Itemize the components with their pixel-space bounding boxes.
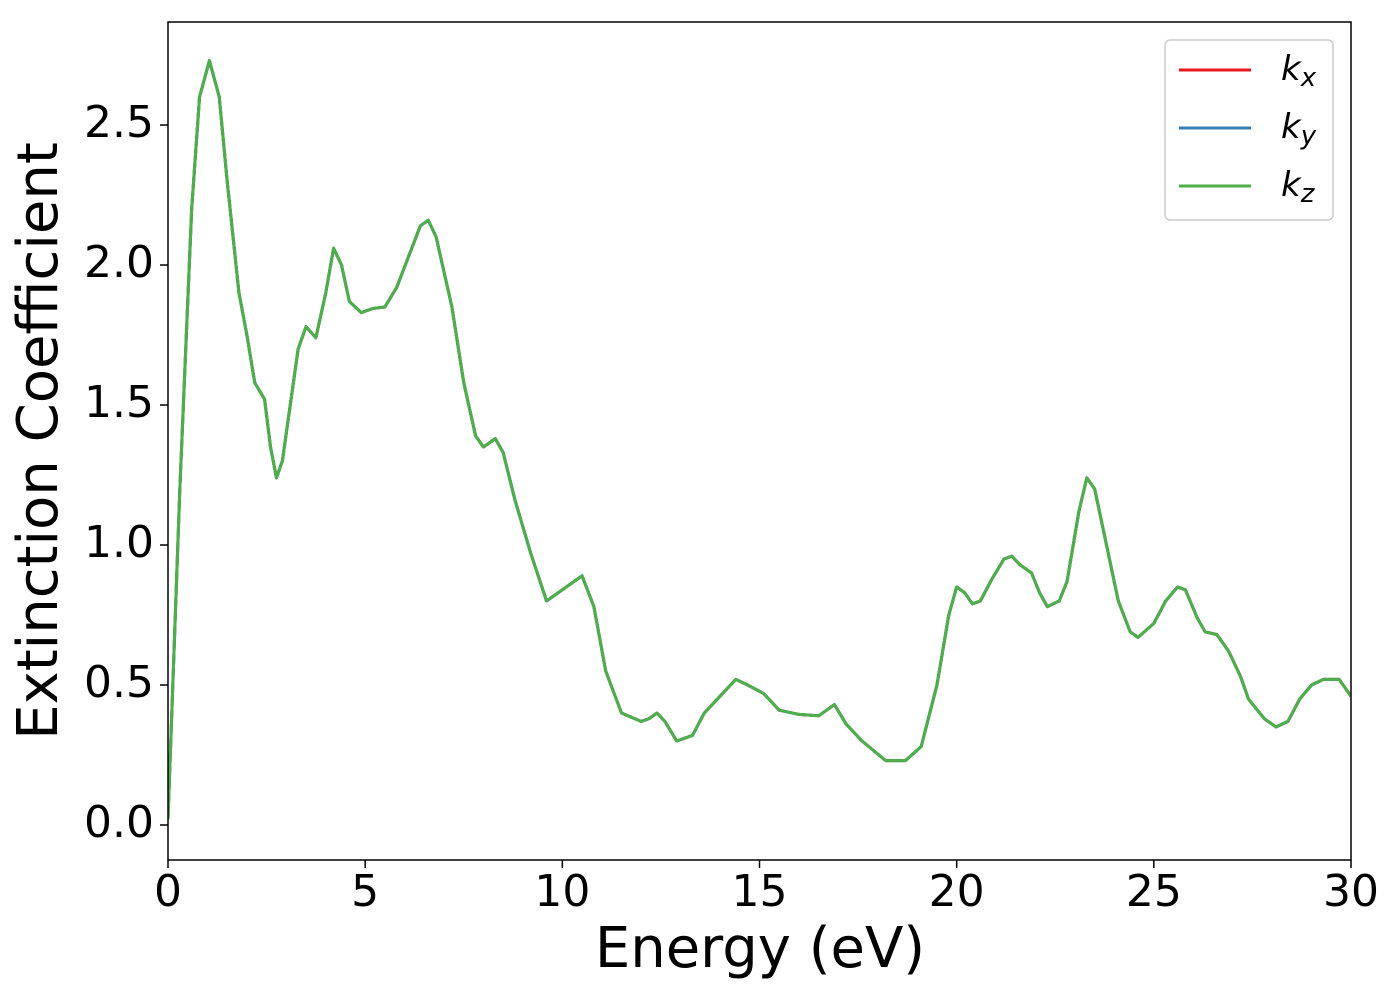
y-tick-label: 2.5 — [84, 97, 154, 148]
x-tick-label: 0 — [154, 866, 182, 917]
y-tick-label: 0.5 — [84, 657, 154, 708]
x-tick-label: 25 — [1126, 866, 1182, 917]
x-axis-label: Energy (eV) — [595, 916, 925, 981]
x-tick-label: 5 — [351, 866, 379, 917]
legend-label: ky — [1281, 107, 1317, 151]
plot-frame — [167, 21, 1352, 861]
legend-label: kz — [1281, 165, 1316, 209]
y-tick-label: 2.0 — [84, 237, 154, 288]
legend-box — [1164, 39, 1334, 221]
series-line — [168, 59, 1351, 820]
x-tick-label: 20 — [929, 866, 985, 917]
y-axis-label: Extinction Coefficient — [6, 142, 71, 740]
x-tick-label: 10 — [534, 866, 590, 917]
y-tick-label: 1.0 — [84, 517, 154, 568]
x-tick-label: 30 — [1323, 866, 1379, 917]
legend-label: kx — [1281, 49, 1317, 93]
x-tick-label: 15 — [732, 866, 788, 917]
y-tick-label: 0.0 — [84, 797, 154, 848]
y-tick-label: 1.5 — [84, 377, 154, 428]
